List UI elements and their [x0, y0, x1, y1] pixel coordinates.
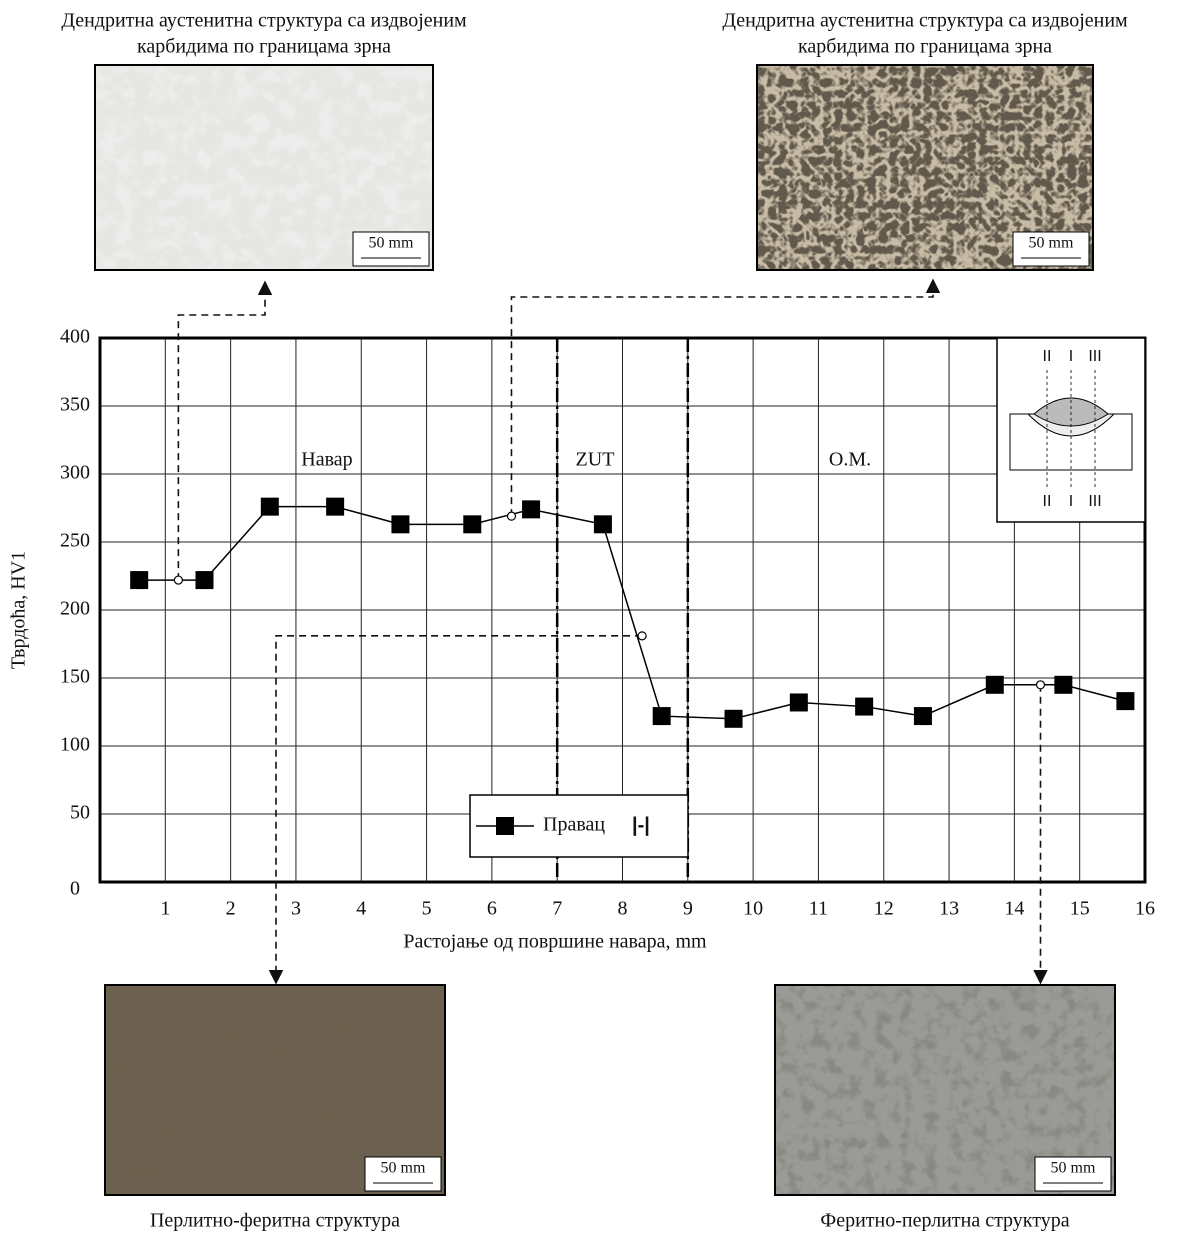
- micrograph-border: [94, 64, 434, 271]
- connector-arrow: [510, 278, 941, 517]
- data-line: [139, 505, 1126, 720]
- plot-frame: [98, 336, 1147, 884]
- micrograph-border: [774, 984, 1116, 1196]
- sample-point: [637, 631, 647, 641]
- micrograph-caption: Феритно-перлитна структура: [820, 1210, 1069, 1232]
- data-marker: [789, 693, 808, 712]
- data-marker: [1054, 675, 1073, 694]
- y-tick-label: 250: [60, 530, 90, 552]
- x-tick-label: 12: [874, 898, 894, 920]
- data-marker: [391, 515, 410, 534]
- x-axis-label: Растојање од површине навара, mm: [403, 931, 707, 953]
- y-tick-label: 50: [70, 802, 90, 824]
- y-tick-label: 0: [70, 878, 80, 900]
- x-tick-label: 1: [160, 898, 170, 920]
- zone-label: Навар: [301, 449, 352, 471]
- micrograph-caption: Перлитно-феритна структура: [150, 1210, 400, 1232]
- legend-label: Правац: [543, 814, 605, 836]
- x-tick-label: 11: [809, 898, 828, 920]
- x-tick-label: 16: [1135, 898, 1155, 920]
- inset-label: III: [1088, 493, 1101, 510]
- micrograph-border: [756, 64, 1094, 271]
- data-marker: [130, 571, 149, 590]
- x-tick-label: 10: [743, 898, 763, 920]
- x-tick-label: 15: [1070, 898, 1090, 920]
- scale-label: 50 mm: [1029, 235, 1074, 252]
- data-marker: [593, 515, 612, 534]
- x-tick-label: 6: [487, 898, 497, 920]
- zone-label: ZUT: [576, 449, 615, 471]
- y-tick-label: 350: [60, 394, 90, 416]
- micrograph-caption: карбидима по границама зрна: [137, 36, 391, 58]
- y-axis-label: Тврдоћа, HV1: [8, 551, 30, 669]
- inset-label: I: [1069, 493, 1073, 510]
- data-marker: [522, 500, 541, 519]
- x-tick-label: 4: [356, 898, 366, 920]
- scale-box: [364, 1156, 442, 1192]
- micrograph-caption: карбидима по границама зрна: [798, 36, 1052, 58]
- y-tick-label: 300: [60, 462, 90, 484]
- data-marker: [463, 515, 482, 534]
- legend-note: |-|: [632, 814, 650, 836]
- x-tick-label: 2: [226, 898, 236, 920]
- legend-marker: [496, 817, 514, 835]
- x-tick-label: 3: [291, 898, 301, 920]
- connector-arrow: [177, 280, 273, 581]
- inset-label: II: [1043, 348, 1052, 365]
- sample-point: [506, 511, 517, 521]
- data-marker: [260, 497, 279, 516]
- x-tick-label: 9: [683, 898, 693, 920]
- sample-point: [1035, 680, 1046, 690]
- scale-label: 50 mm: [381, 1160, 426, 1177]
- scale-box: [1012, 231, 1090, 267]
- x-tick-label: 13: [939, 898, 959, 920]
- micrograph-caption: Дендритна аустенитна структура са издвој…: [722, 10, 1128, 32]
- data-marker: [326, 497, 345, 516]
- data-marker: [652, 707, 671, 726]
- scale-box: [352, 231, 430, 267]
- scale-label: 50 mm: [369, 235, 414, 252]
- data-marker: [724, 709, 743, 728]
- inset-label: II: [1043, 493, 1052, 510]
- inset-label: I: [1069, 348, 1073, 365]
- y-tick-label: 200: [60, 598, 90, 620]
- micrograph-border: [104, 984, 446, 1196]
- y-tick-label: 100: [60, 734, 90, 756]
- data-marker: [1116, 692, 1135, 711]
- scale-box: [1034, 1156, 1112, 1192]
- data-marker: [985, 675, 1004, 694]
- y-tick-label: 400: [60, 326, 90, 348]
- data-marker: [855, 697, 874, 716]
- zone-label: О.М.: [829, 449, 871, 471]
- inset-label: III: [1088, 348, 1101, 365]
- y-tick-label: 150: [60, 666, 90, 688]
- data-marker: [195, 571, 214, 590]
- x-tick-label: 14: [1004, 898, 1024, 920]
- data-marker: [913, 707, 932, 726]
- x-tick-label: 8: [618, 898, 628, 920]
- connector-arrow: [268, 635, 643, 985]
- sample-point: [173, 575, 183, 585]
- x-tick-label: 5: [422, 898, 432, 920]
- x-tick-label: 7: [552, 898, 562, 920]
- scale-label: 50 mm: [1051, 1160, 1096, 1177]
- micrograph-caption: Дендритна аустенитна структура са издвој…: [61, 10, 467, 32]
